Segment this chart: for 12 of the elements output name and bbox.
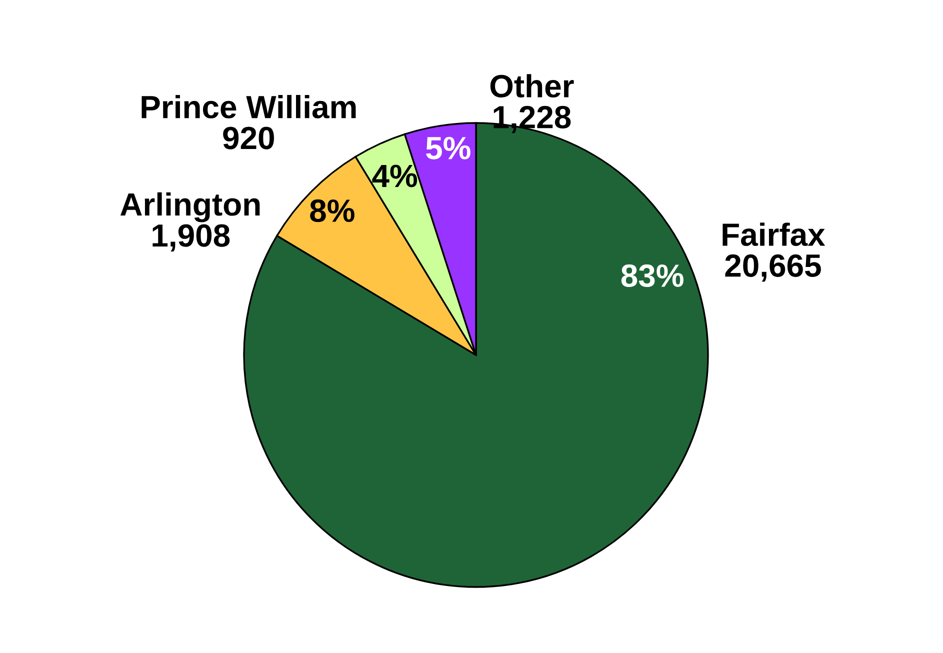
text: 8% — [310, 199, 354, 222]
data-label: 1,228 — [494, 106, 571, 134]
data-label: 920 — [223, 126, 274, 150]
slice-label: Other — [490, 74, 574, 98]
text: 4% — [372, 164, 418, 188]
text: 83% — [621, 264, 684, 288]
text: 5% — [426, 136, 470, 160]
data-label: 1,908 — [152, 224, 230, 252]
slice-label: Fairfax — [722, 222, 826, 246]
slice-label: Arlington — [120, 192, 260, 222]
slice-label: Prince William — [142, 94, 356, 118]
data-label: 20,665 — [725, 254, 821, 282]
